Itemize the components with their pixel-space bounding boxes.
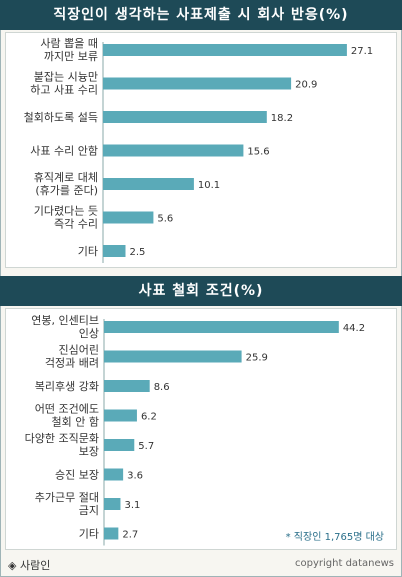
- chart1-value-label: 18.2: [271, 113, 293, 124]
- chart2-title: 사표 철회 조건(%): [0, 276, 402, 306]
- chart1-category-label: 사표 수리 안함: [30, 145, 98, 158]
- chart2-bar: [104, 350, 242, 363]
- chart2-category-label: 기타: [79, 528, 99, 541]
- chart1-bar: [103, 211, 154, 224]
- chart1-value-label: 20.9: [295, 80, 317, 91]
- chart2-category-label: 추가근무 절대: [35, 491, 99, 504]
- chart2-category-label: 연봉, 인센티브: [31, 314, 99, 327]
- chart2-value-label: 44.2: [343, 323, 365, 334]
- chart1-value-label: 10.1: [198, 180, 220, 191]
- chart2-value-label: 3.6: [127, 471, 143, 482]
- chart2-bar: [104, 409, 137, 422]
- chart1-value-label: 15.6: [247, 147, 269, 158]
- chart1-category-label: 사람 뽑을 때: [40, 37, 98, 50]
- chart2-note: * 직장인 1,765명 대상: [285, 532, 384, 543]
- chart2-value-label: 5.7: [138, 441, 154, 452]
- chart2-category-label: 금지: [79, 504, 99, 517]
- chart1-bar: [103, 144, 244, 157]
- chart1-category-label: 기다렸다는 듯: [34, 205, 98, 218]
- chart2-category-label: 인상: [79, 327, 99, 340]
- chart1-value-label: 5.6: [157, 214, 173, 225]
- chart1-value-label: 27.1: [351, 46, 373, 57]
- chart1-category-label: 하고 사표 수리: [30, 83, 98, 97]
- chart1-category-label: 까지만 보류: [44, 50, 98, 63]
- chart2-category-label: 복리후생 강화: [35, 380, 99, 393]
- footer: ◈ 사람인 copyright datanews: [0, 553, 402, 577]
- chart2-value-label: 3.1: [124, 500, 140, 511]
- chart1-bar: [103, 178, 194, 190]
- chart2-value-label: 6.2: [141, 412, 157, 423]
- chart1-category-label: 붙잡는 시늉만: [34, 71, 98, 84]
- chart1-bar: [103, 44, 347, 56]
- chart1-category-label: (휴가를 준다): [35, 184, 98, 197]
- chart2-category-label: 철회 안 함: [52, 416, 99, 429]
- chart2-bar: [104, 498, 121, 510]
- chart2-bar: [104, 439, 135, 451]
- chart2-category-label: 어떤 조건에도: [35, 403, 99, 416]
- chart1-panel: 27.1 사람 뽑을 때 까지만 보류 20.9 붙잡는 시늉만 하고 사표 수리 18.2…: [5, 32, 397, 268]
- chart1-bar: [103, 111, 267, 123]
- chart1-bar: [103, 77, 292, 90]
- source-label: ◈ 사람인: [8, 559, 51, 572]
- chart2-bar: [104, 321, 339, 333]
- chart2-bar: [104, 380, 150, 392]
- chart1-category-label: 철회하도록 설득: [24, 110, 98, 124]
- chart2-value-label: 25.9: [246, 353, 268, 364]
- chart2-bar: [104, 468, 124, 481]
- chart2-bar: [104, 527, 119, 540]
- chart2-panel: 44.2 연봉, 인센티브 인상 25.9 진심어린 걱정과 배려 8.6 복리후생 강화 6.…: [5, 308, 397, 550]
- chart2-category-label: 다양한 조직문화: [25, 432, 99, 445]
- chart1-category-label: 휴직계로 대체: [34, 171, 98, 184]
- copyright-label: copyright datanews: [295, 558, 394, 569]
- chart2-category-label: 진심어린: [59, 344, 99, 357]
- chart1-category-label: 즉각 수리: [54, 218, 98, 231]
- chart2-category-label: 걱정과 배려: [45, 357, 99, 370]
- chart2-category-label: 보장: [79, 445, 99, 458]
- chart1-bar: [103, 245, 126, 257]
- chart2-value-label: 2.7: [122, 530, 138, 541]
- chart2-category-label: 승진 보장: [55, 469, 99, 482]
- chart1-title: 직장인이 생각하는 사표제출 시 회사 반응(%): [0, 0, 402, 30]
- chart1-category-label: 기타: [78, 245, 98, 258]
- chart1-value-label: 2.5: [130, 247, 146, 258]
- chart2-value-label: 8.6: [154, 382, 170, 393]
